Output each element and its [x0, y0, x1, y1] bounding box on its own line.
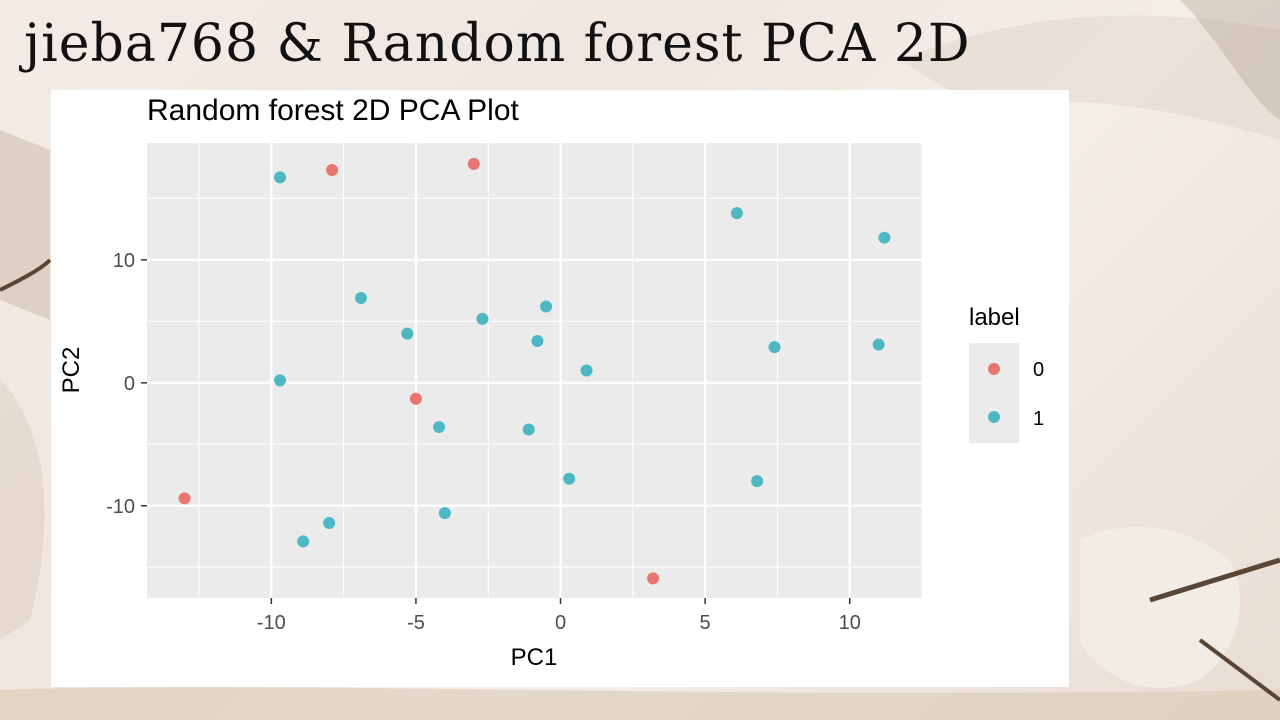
- legend-label-1: 1: [1033, 408, 1044, 430]
- point-label-1: [323, 516, 336, 529]
- point-label-1: [563, 472, 576, 485]
- data-points: [178, 157, 891, 585]
- point-label-0: [467, 157, 480, 170]
- x-tick-label: 5: [700, 612, 711, 634]
- point-label-1: [878, 231, 891, 244]
- y-axis-ticks: -10 0 10: [106, 250, 147, 518]
- point-label-0: [647, 572, 660, 585]
- point-label-1: [476, 312, 489, 325]
- point-label-1: [580, 364, 593, 377]
- point-label-1: [872, 338, 885, 351]
- y-axis-title: PC2: [58, 347, 85, 394]
- point-label-0: [326, 164, 339, 177]
- chart-title: Random forest 2D PCA Plot: [147, 94, 520, 127]
- point-label-0: [178, 492, 191, 505]
- point-label-0: [409, 392, 422, 405]
- point-label-1: [522, 423, 535, 436]
- legend: label 0 1: [969, 304, 1044, 443]
- point-label-1: [401, 327, 414, 340]
- plot-panel: Random forest 2D PCA Plot -10 -5 0 5 10 -10 0…: [51, 90, 1069, 687]
- point-label-1: [274, 171, 287, 184]
- y-tick-label: 10: [113, 250, 135, 272]
- legend-key-background: [969, 343, 1019, 443]
- legend-key-1: [988, 411, 1000, 423]
- scatter-chart: Random forest 2D PCA Plot -10 -5 0 5 10 -100…: [58, 94, 1044, 671]
- point-label-1: [438, 507, 451, 520]
- plot-area-background: [147, 143, 922, 598]
- point-label-1: [433, 421, 446, 434]
- point-label-1: [531, 334, 544, 347]
- legend-label-0: 0: [1033, 359, 1044, 381]
- point-label-1: [751, 475, 764, 488]
- x-tick-label: 0: [555, 612, 566, 634]
- y-tick-label: 0: [124, 373, 135, 395]
- point-label-1: [540, 300, 553, 313]
- point-label-1: [768, 341, 781, 354]
- slide-title: jieba768 & Random forest PCA 2D: [24, 14, 971, 74]
- grid-major: [147, 143, 922, 598]
- x-tick-label: -10: [257, 612, 286, 634]
- grid-minor: [147, 143, 923, 598]
- x-axis-title: PC1: [511, 644, 558, 671]
- x-tick-label: 10: [839, 612, 861, 634]
- point-label-1: [297, 535, 310, 548]
- x-axis-ticks: -10 -5 0 5 10: [257, 598, 861, 634]
- y-tick-label: -10: [106, 496, 135, 518]
- point-label-1: [354, 291, 367, 304]
- point-label-1: [274, 374, 287, 387]
- legend-key-0: [988, 363, 1000, 375]
- legend-title: label: [969, 304, 1020, 331]
- x-tick-label: -5: [407, 612, 425, 634]
- point-label-1: [730, 207, 743, 220]
